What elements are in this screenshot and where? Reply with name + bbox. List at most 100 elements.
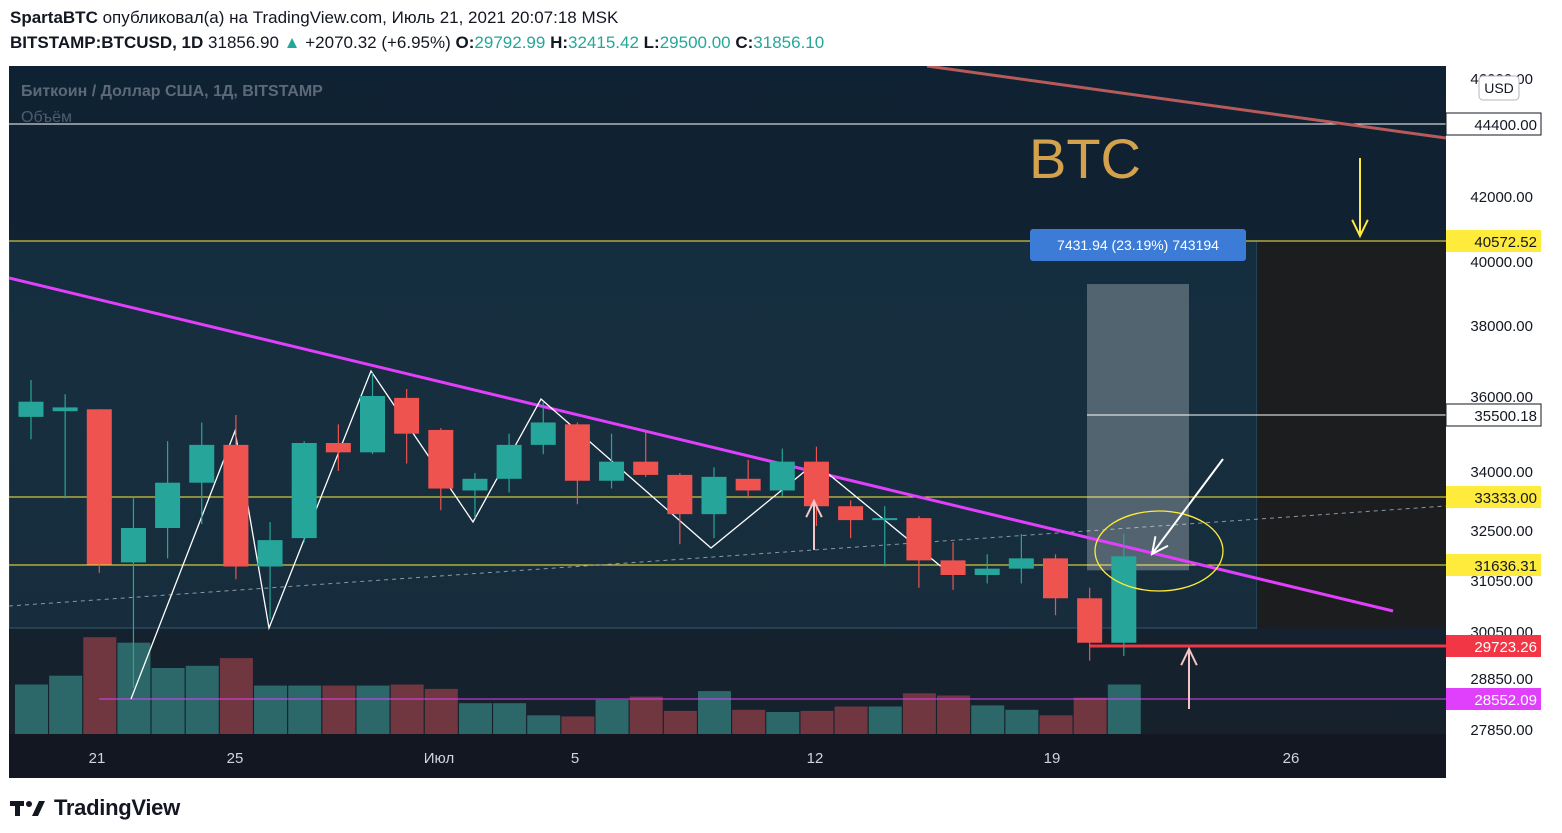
time-axis[interactable] [9,734,1446,778]
price-badge[interactable] [1445,112,1542,136]
price-badge-label: 28552.09 [1474,692,1537,709]
measure-box[interactable] [1087,284,1189,571]
candle-body[interactable] [462,478,488,491]
candle-body[interactable] [1077,598,1103,643]
time-tick-label: 12 [807,750,824,767]
volume-bar [322,685,356,734]
candle-body[interactable] [803,461,829,507]
candle-body[interactable] [940,560,966,575]
candle-body[interactable] [52,407,78,412]
candle-body[interactable] [120,528,146,563]
candle-body[interactable] [564,424,590,481]
candle-body[interactable] [701,476,727,515]
candle-body[interactable] [325,443,351,453]
volume-bar [493,703,527,734]
measure-label[interactable]: 7431.94 (23.19%) 743194 [1030,229,1246,261]
volume-bar [663,710,697,734]
volume-bar [1005,709,1039,734]
low-label: L: [643,33,660,52]
pink-trendline[interactable] [9,276,1394,613]
candle-body[interactable] [974,568,1000,575]
white-arrow-head[interactable] [1150,536,1169,556]
high-value: 32415.42 [568,33,639,52]
price-badge[interactable] [1446,634,1541,657]
upper-trendline[interactable] [926,66,1447,140]
dashed-trendline[interactable] [9,505,1447,607]
candle-body[interactable] [18,401,44,417]
candle-body[interactable] [496,444,522,479]
candle-body[interactable] [633,461,659,475]
volume-bar [424,688,458,734]
candle-body[interactable] [360,396,385,453]
price-badge[interactable] [1445,403,1542,427]
volume-bar [937,695,971,734]
dark-zone [1257,241,1446,628]
volume-bar [834,706,868,734]
candle-body[interactable] [735,478,761,491]
price-tick-label: 32500.00 [1470,523,1533,540]
candle-body[interactable] [906,518,932,561]
volume-bar [219,658,253,734]
candle-body[interactable] [769,461,795,491]
tradingview-logo-icon [10,801,45,816]
candle-body[interactable] [189,444,215,483]
volume-bar [185,665,219,734]
chart-area[interactable]: 7431.94 (23.19%) 743194 Биткоин / Доллар… [9,66,1553,778]
price-badge[interactable] [1446,229,1541,252]
price-tick-label: 34000.00 [1470,464,1533,481]
price-badge-label: 31636.31 [1474,558,1537,575]
ohlc-header: BITSTAMP:BTCUSD, 1D 31856.90 ▲ +2070.32 … [10,33,824,53]
volume-bar [49,675,83,734]
time-tick-label: Июл [424,750,454,767]
price-tick-label: 38000.00 [1470,318,1533,335]
price-tick-label: 27850.00 [1470,722,1533,739]
volume-bar [458,703,492,734]
price-badge[interactable] [1446,486,1541,508]
highlight-circle[interactable] [1094,510,1224,592]
volume-bar [629,696,663,734]
candle-body[interactable] [428,429,454,489]
time-tick-label: 26 [1283,750,1300,767]
up-arrow-icon: ▲ [283,33,301,52]
candle-body[interactable] [667,474,693,515]
candle-body[interactable] [599,461,625,481]
publish-text: опубликовал(а) на TradingView.com, Июль … [102,8,619,27]
last-price: 31856.90 [208,33,279,52]
candle-body[interactable] [86,409,112,565]
candle-body[interactable] [872,518,898,521]
btc-annotation: BTC [1029,127,1141,190]
chart-legend-title: Биткоин / Доллар США, 1Д, BITSTAMP [21,83,323,100]
close-value: 31856.10 [753,33,825,52]
symbol-label: BITSTAMP:BTCUSD, 1D [10,33,204,52]
up-arrow-pink-head[interactable] [1180,646,1198,666]
author-name[interactable]: SpartaBTC [10,8,98,27]
volume-bar [1073,697,1107,734]
candle-body[interactable] [530,422,556,445]
candle-body[interactable] [291,443,317,539]
volume-bar [83,637,117,734]
currency-button[interactable]: USD [1478,75,1520,101]
candle-body[interactable] [1111,556,1137,643]
publish-info: SpartaBTC опубликовал(а) на TradingView.… [10,8,618,28]
price-chart[interactable]: 7431.94 (23.19%) 743194 Биткоин / Доллар… [9,66,1553,778]
candle-body[interactable] [223,444,249,567]
measure-label-text: 7431.94 (23.19%) 743194 [1057,237,1219,253]
currency-label: USD [1484,80,1514,96]
measure-label-bg [1030,229,1246,261]
volume-bar [254,685,288,734]
candle-body[interactable] [394,397,420,434]
candle-body[interactable] [838,506,864,521]
up-arrow-pink-head[interactable] [805,498,823,518]
volume-bar [800,710,834,734]
candle-body[interactable] [257,540,283,567]
volume-bar [971,705,1005,734]
white-arrow[interactable] [1151,458,1224,555]
price-badge[interactable] [1446,687,1541,710]
price-badge[interactable] [1446,553,1541,576]
candle-body[interactable] [1008,558,1034,569]
down-arrow-yellow-head[interactable] [1351,219,1369,239]
candle-body[interactable] [155,482,181,529]
tradingview-logo[interactable]: TradingView [10,795,180,821]
volume-bar [1107,684,1141,734]
candle-body[interactable] [1043,558,1068,599]
